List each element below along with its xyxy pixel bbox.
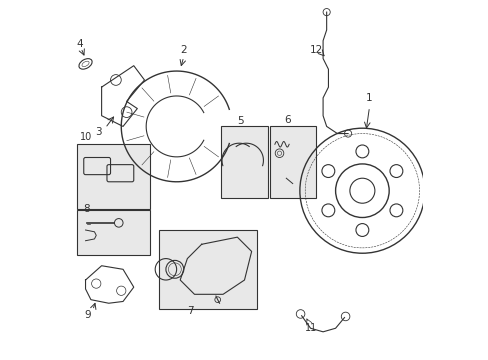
- Text: 4: 4: [76, 39, 82, 49]
- Bar: [159, 230, 257, 309]
- Text: 6: 6: [284, 114, 290, 125]
- Text: 11: 11: [304, 323, 316, 333]
- Text: 8: 8: [83, 204, 90, 214]
- Bar: [77, 210, 149, 255]
- Text: 5: 5: [237, 116, 244, 126]
- Bar: [269, 126, 315, 198]
- Text: 7: 7: [187, 306, 194, 316]
- Text: 1: 1: [366, 93, 372, 103]
- Bar: [221, 126, 267, 198]
- Text: 10: 10: [80, 132, 92, 143]
- Bar: [77, 144, 149, 208]
- Text: 9: 9: [84, 310, 91, 320]
- Text: 3: 3: [95, 127, 101, 137]
- Text: 2: 2: [180, 45, 187, 55]
- Text: 12: 12: [309, 45, 323, 55]
